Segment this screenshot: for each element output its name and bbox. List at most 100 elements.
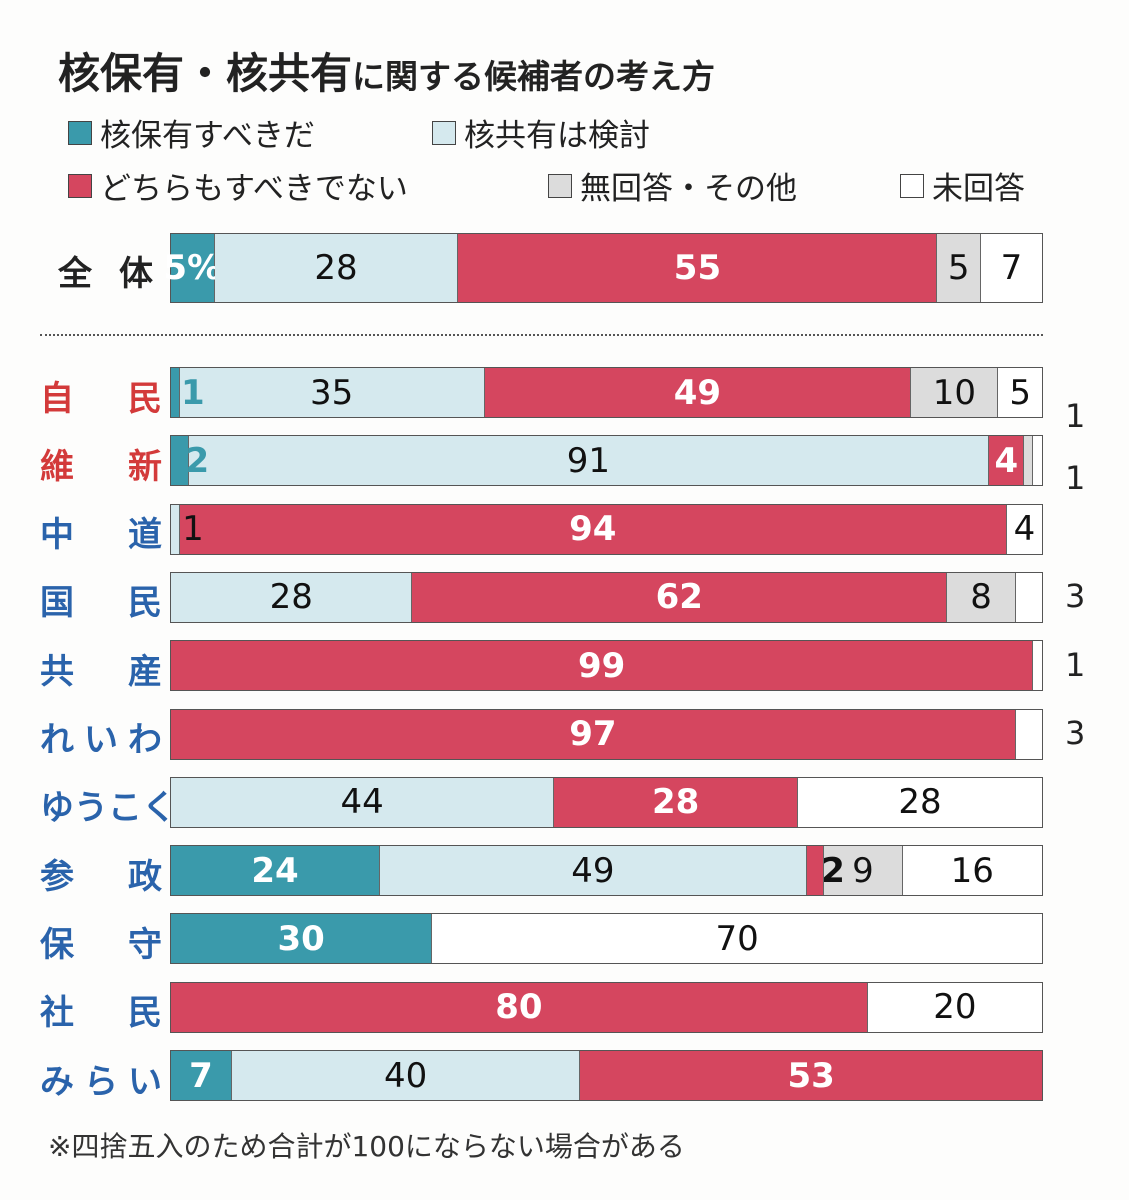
bar-segment-unanswered [1016,572,1042,622]
stacked-bar: 99 [170,640,1043,692]
category-label: 共産 [40,651,162,692]
data-label: 28 [269,577,313,618]
data-label: 28 [314,248,358,288]
data-label: 10 [932,372,976,413]
category-label: 中道 [40,515,162,556]
data-label: 94 [569,509,617,550]
bar-segment-unanswered: 20 [867,982,1042,1032]
bar-segment-other: 10 [911,368,999,417]
data-label: 80 [495,987,543,1028]
data-label: 24 [251,850,299,891]
data-label: 35 [309,372,354,413]
bar-segment-neither: 28 [554,777,799,827]
category-label: みらい [40,1061,162,1102]
bar-segment-hold: 24 [171,846,381,896]
stacked-bar: 30 70 [170,913,1043,965]
stacked-bar: 2 91 4 [170,435,1043,487]
bar-segment-other: 5 [937,234,982,302]
legend-item: どちらもすべきでない [68,163,408,208]
bar-segment-unanswered [1015,709,1042,759]
bar-segment-hold: 7 [171,1051,232,1100]
data-label: 2 [185,440,210,481]
data-label: 16 [950,850,994,891]
legend-label: どちらもすべきでない [100,171,408,207]
outside-label: 1 [1065,645,1086,684]
data-label: 8 [970,577,992,618]
bar-segment-neither: 94 [179,504,1007,554]
category-label: れいわ [40,720,162,760]
bar-segment-other: 8 [947,572,1017,622]
bar-segment-neither: 62 [412,572,948,622]
chart-title: 核保有・核共有に関する候補者の考え方 [58,40,715,101]
data-label: 91 [566,440,611,481]
outside-label: 1 [1065,397,1086,436]
divider [40,334,1043,336]
stacked-bar: 7 40 53 [170,1050,1043,1101]
bar-segment-neither: 4 [989,436,1025,486]
bar-segment-unanswered: 4 [1006,504,1042,554]
data-label: 28 [898,782,942,823]
data-label: 7 [189,1055,213,1096]
bar-segment-share: 44 [171,777,555,827]
category-label: 維新 [40,446,162,487]
outside-label: 3 [1065,714,1086,752]
data-label: 4 [994,440,1019,481]
bar-segment-other: 9 [824,846,903,896]
bar-segment-share: 1 [171,504,204,554]
bar-segment-hold: 2 [171,436,209,486]
legend-swatch [900,173,924,198]
category-label: 保守 [40,924,162,965]
data-label: 5 [1009,372,1032,413]
bar-segment-hold: 1 [171,368,205,417]
bar-segment-neither: 2 [806,846,845,896]
data-label: 40 [384,1055,428,1096]
data-label: 5% [163,248,222,288]
bar-segment-neither: 99 [171,641,1034,691]
category-label: 全体 [58,254,153,294]
legend-item: 核保有すべきだ [68,110,315,155]
bar-segment-neither: 80 [171,982,868,1032]
data-label: 20 [933,987,977,1028]
legend-swatch [432,120,456,145]
legend-swatch [68,120,92,145]
bar-segment-hold: 30 [171,914,433,964]
bar-segment-unanswered: 7 [981,234,1042,302]
data-label: 4 [1013,509,1036,550]
outside-label: 1 [1065,458,1086,497]
bar-segment-neither: 55 [458,234,938,302]
legend-swatch [548,173,572,198]
legend-label: 未回答 [932,171,1025,207]
data-label: 99 [577,645,626,686]
stacked-bar: 1 35 49 10 5 [170,367,1043,418]
data-label: 1 [182,509,204,550]
category-label: 参政 [40,856,162,897]
category-label: ゆうこく [40,788,176,829]
data-label: 9 [852,850,874,891]
bar-segment-unanswered: 5 [998,368,1042,417]
data-label: 49 [571,850,615,891]
data-label: 1 [181,372,205,413]
bar-segment-neither: 49 [484,368,912,417]
bar-segment-share: 40 [231,1051,581,1100]
bar-segment-neither: 53 [580,1051,1042,1100]
category-label: 国民 [40,583,162,624]
bar-segment-unanswered [1033,641,1042,691]
bar-segment-share: 28 [214,234,459,302]
category-label: 自民 [40,378,162,419]
bar-segment-unanswered: 28 [798,777,1042,827]
legend-item: 無回答・その他 [548,163,797,208]
bar-segment-unanswered: 16 [902,846,1042,896]
stacked-bar: 80 20 [170,981,1043,1033]
data-label: 97 [569,714,617,754]
bar-segment-share: 28 [171,572,413,622]
bar-segment-share: 49 [380,846,807,896]
data-label: 70 [715,918,759,959]
data-label: 7 [1000,248,1023,288]
stacked-bar: 28 62 8 [170,571,1043,623]
bar-segment-neither: 97 [171,709,1016,759]
outside-label: 3 [1065,577,1086,616]
data-label: 62 [655,577,703,618]
legend-item: 未回答 [900,163,1025,208]
data-label: 28 [652,782,700,823]
